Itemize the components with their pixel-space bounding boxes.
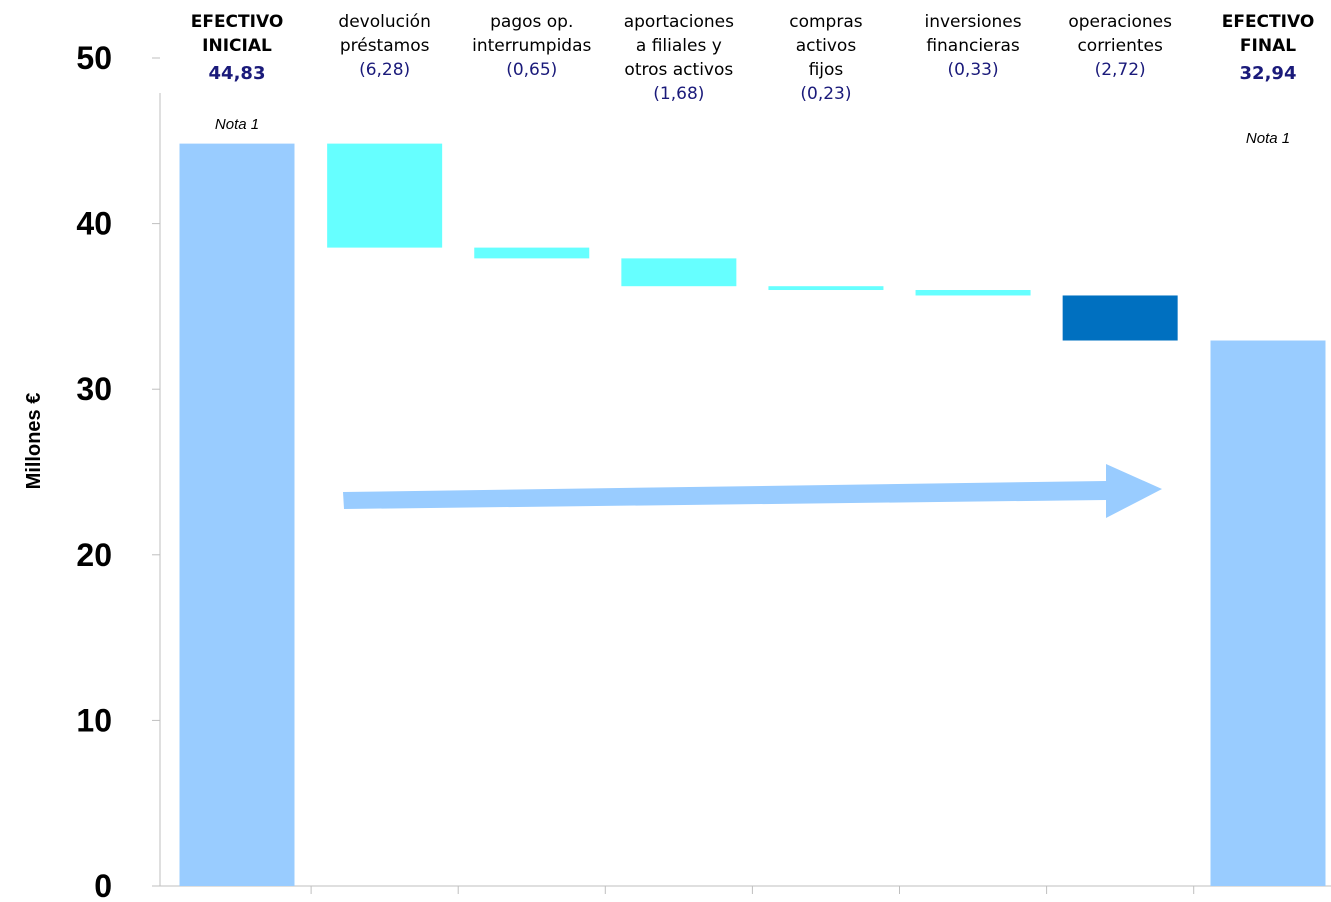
category-label: fijos — [809, 60, 844, 80]
y-tick-label: 40 — [76, 206, 112, 242]
category-labels: EFECTIVO INICIAL 44,83 Nota 1 devolución prés… — [191, 12, 1315, 147]
data-label: (0,23) — [800, 84, 851, 104]
note-label: Nota 1 — [1246, 130, 1290, 147]
y-tick-label: 30 — [76, 371, 112, 407]
category-label: aportaciones — [624, 12, 734, 32]
category-label: interrumpidas — [472, 36, 591, 56]
data-label: (1,68) — [653, 84, 704, 104]
category-label: FINAL — [1240, 36, 1296, 56]
bar-6 — [1062, 295, 1178, 341]
bar-4 — [768, 286, 884, 291]
category-label: INICIAL — [202, 36, 272, 56]
category-label: pagos op. — [490, 12, 573, 32]
category-label: compras — [789, 12, 863, 32]
data-label: (0,33) — [947, 60, 998, 80]
category-label: otros activos — [624, 60, 733, 80]
category-label: operaciones — [1068, 12, 1172, 32]
bar-2 — [474, 247, 590, 259]
category-label: corrientes — [1077, 36, 1163, 56]
y-axis: 0 10 20 30 40 50 — [76, 40, 1331, 902]
y-tick-label: 20 — [76, 537, 112, 573]
y-tick-label: 10 — [76, 702, 112, 738]
data-label: (6,28) — [359, 60, 410, 80]
category-label: financieras — [926, 36, 1020, 56]
category-label: inversiones — [925, 12, 1022, 32]
note-label: Nota 1 — [215, 116, 259, 133]
trend-arrow — [343, 464, 1162, 518]
category-label: a filiales y — [636, 36, 722, 56]
y-tick-label: 50 — [76, 40, 112, 76]
data-label: (2,72) — [1095, 60, 1146, 80]
y-axis-label: Millones € — [23, 393, 45, 490]
bar-1 — [327, 143, 443, 248]
category-label: devolución — [338, 12, 430, 32]
data-label: 44,83 — [209, 63, 266, 84]
category-label: EFECTIVO — [1222, 12, 1315, 32]
data-label: 32,94 — [1240, 63, 1297, 84]
bar-7 — [1210, 340, 1326, 886]
trend-arrow-shape — [343, 464, 1162, 518]
category-label: activos — [796, 36, 857, 56]
bars — [179, 143, 1326, 886]
bar-5 — [915, 290, 1031, 296]
bar-0 — [179, 143, 295, 886]
y-tick-label: 0 — [94, 868, 112, 902]
category-label: préstamos — [340, 36, 430, 56]
data-label: (0,65) — [506, 60, 557, 80]
category-label: EFECTIVO — [191, 12, 284, 32]
bar-3 — [621, 258, 737, 287]
